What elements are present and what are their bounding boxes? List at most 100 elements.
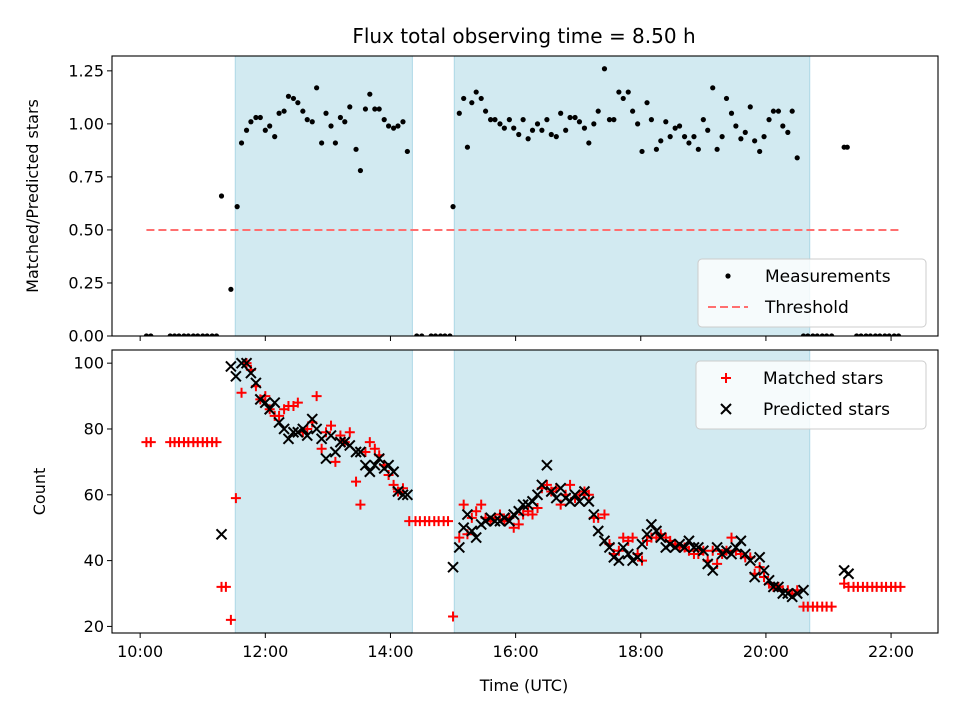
predicted-stars-point <box>725 548 738 560</box>
measurements-point <box>185 333 191 336</box>
measurements-point <box>447 333 453 336</box>
predicted-stars-point <box>526 495 539 508</box>
matched-stars-point <box>454 532 465 543</box>
measurements-point <box>567 114 573 121</box>
predicted-stars-point <box>739 548 751 560</box>
predicted-stars-point <box>536 479 548 491</box>
predicted-stars-point <box>707 564 719 577</box>
measurements-point <box>672 125 678 131</box>
predicted-stars-point <box>588 508 600 521</box>
measurements-point <box>728 110 735 116</box>
predicted-stars-point <box>387 466 400 478</box>
measurements-point <box>761 134 767 140</box>
y-tick-label: 40 <box>84 551 104 570</box>
predicted-stars-point <box>306 413 318 425</box>
predicted-stars-point <box>235 357 248 369</box>
measurements-point <box>586 140 592 146</box>
measurements-point <box>228 286 234 292</box>
legend: Matched stars Predicted stars <box>695 360 927 430</box>
measurements-point <box>616 89 622 95</box>
measurements-point <box>290 95 297 102</box>
measurements-point <box>681 134 688 140</box>
matched-stars-point <box>360 447 371 458</box>
matched-stars-point <box>476 499 487 510</box>
measurements-point <box>400 119 406 125</box>
measurements-point <box>686 140 692 146</box>
y-tick-label: 80 <box>84 419 104 438</box>
measurements-point <box>539 127 545 133</box>
legend-box <box>697 258 927 328</box>
measurements-point <box>238 140 245 146</box>
predicted-stars-point <box>545 485 557 498</box>
matched-stars-point <box>220 581 231 592</box>
measurements-point <box>572 114 578 121</box>
predicted-stars-point <box>513 505 525 517</box>
y-tick-label: 0.75 <box>68 167 104 186</box>
predicted-stars-point <box>631 551 644 564</box>
measurements-point <box>733 123 739 129</box>
predicted-stars-point <box>735 535 747 547</box>
predicted-stars-point <box>278 423 290 435</box>
legend-label: Matched stars <box>763 369 883 389</box>
predicted-stars-point <box>325 429 337 442</box>
predicted-stars-point <box>554 482 567 494</box>
y-tick-label: 0.00 <box>68 327 104 346</box>
matched-stars-point <box>260 391 271 402</box>
predicted-stars-point <box>259 396 272 409</box>
measurements-point <box>863 333 869 336</box>
measurements-point <box>501 125 507 131</box>
predicted-stars-point <box>479 515 492 527</box>
predicted-stars-point <box>541 459 553 471</box>
predicted-stars-point <box>730 541 742 554</box>
measurements-point <box>511 125 517 131</box>
matched-stars-point <box>458 499 469 510</box>
predicted-stars-point <box>470 531 482 544</box>
matched-stars-point <box>230 493 241 504</box>
measurements-point <box>450 204 456 210</box>
measurements-point <box>558 110 564 116</box>
matched-stars-point <box>355 499 366 510</box>
predicted-stars-point <box>758 564 770 577</box>
predicted-stars-point <box>598 535 611 547</box>
x-tick-label: 18:00 <box>618 642 664 661</box>
x-tick-label: 10:00 <box>117 642 163 661</box>
measurements-point <box>337 114 344 121</box>
measurements-point <box>473 89 479 95</box>
axes-frame <box>111 349 939 634</box>
measurements-point <box>780 123 786 129</box>
measurements-point <box>437 333 444 336</box>
predicted-stars-point <box>282 433 295 445</box>
predicted-stars-point <box>401 489 414 501</box>
legend: Measurements Threshold <box>697 258 927 328</box>
predicted-stars-point <box>461 508 474 521</box>
predicted-stars-point <box>498 512 511 524</box>
matched-stars-point <box>274 410 285 421</box>
predicted-stars-point <box>453 541 466 554</box>
matched-stars-point <box>726 532 737 543</box>
predicted-stars-point <box>315 433 328 445</box>
predicted-stars-point <box>564 495 576 508</box>
matched-stars-point <box>326 420 337 431</box>
predicted-stars-point <box>301 429 313 442</box>
y-tick-label: 1.25 <box>68 61 104 80</box>
measurements-point <box>432 333 439 336</box>
measurements-point <box>332 140 338 146</box>
measurements-point <box>824 333 830 336</box>
predicted-stars-point <box>786 591 798 603</box>
predicted-stars-point <box>292 426 304 438</box>
measurements-point <box>805 333 811 336</box>
measurements-point <box>595 108 601 114</box>
measurements-point <box>234 204 240 210</box>
predicted-stars-point <box>720 545 733 557</box>
matched-stars-point <box>513 519 524 530</box>
y-tick-label: 1.00 <box>68 114 104 133</box>
measurements-point <box>794 155 800 161</box>
measurements-point <box>176 333 182 336</box>
top-panel: 0.00 0.25 0.50 0.75 1.00 1.25 Matched/Predicte… <box>23 55 939 346</box>
measurements-point <box>492 117 498 123</box>
measurements-point <box>714 146 720 152</box>
measurements-point <box>516 131 522 138</box>
measurements-point <box>309 119 315 125</box>
measurements-point <box>319 140 325 146</box>
matched-stars-point <box>471 506 482 517</box>
